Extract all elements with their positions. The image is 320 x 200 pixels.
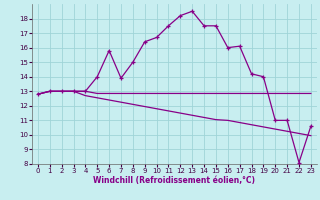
- X-axis label: Windchill (Refroidissement éolien,°C): Windchill (Refroidissement éolien,°C): [93, 176, 255, 185]
